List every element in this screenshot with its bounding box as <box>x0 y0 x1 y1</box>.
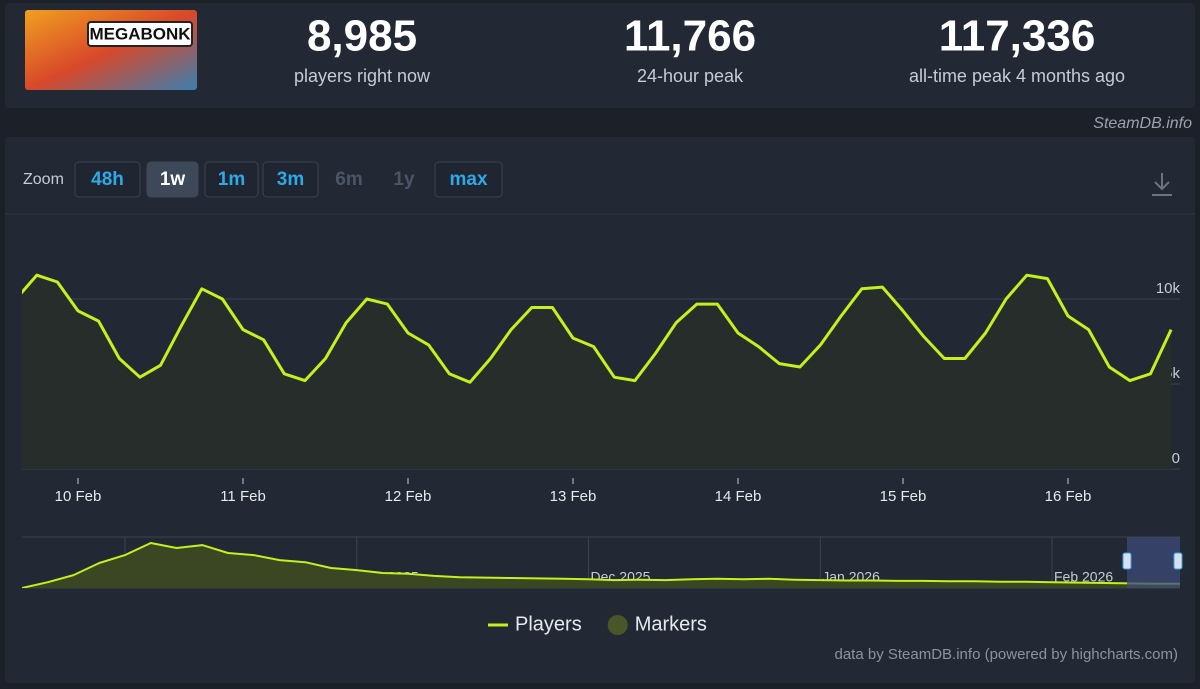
zoom-label: Zoom <box>23 171 64 188</box>
nav-selection[interactable] <box>1127 537 1180 588</box>
zoom-button-label[interactable]: max <box>449 169 487 190</box>
x-tick-label: 12 Feb <box>385 488 432 505</box>
zoom-button[interactable] <box>74 161 141 198</box>
x-tick-label: 13 Feb <box>550 488 597 505</box>
zoom-button[interactable] <box>434 161 503 198</box>
nav-handle[interactable] <box>1122 552 1132 570</box>
zoom-button-label[interactable]: 1m <box>218 169 245 190</box>
stat-value: 8,985 <box>307 12 417 61</box>
logo-text: MEGABONK <box>89 24 191 43</box>
y-tick-label: 10k <box>1156 280 1181 297</box>
area-fill <box>22 275 1172 469</box>
x-tick-label: 16 Feb <box>1045 488 1092 505</box>
stat-label: 24-hour peak <box>637 66 744 86</box>
nav-x-label: Feb 2026 <box>1054 569 1113 585</box>
credits: data by SteamDB.info (powered by highcha… <box>835 646 1179 663</box>
zoom-button-label[interactable]: 3m <box>277 169 304 190</box>
zoom-button-label[interactable]: 48h <box>91 169 124 190</box>
game-logo: MEGABONK <box>25 10 197 90</box>
x-tick-label: 14 Feb <box>715 488 762 505</box>
zoom-button[interactable] <box>262 161 319 198</box>
legend-label[interactable]: Markers <box>635 613 707 635</box>
logo-plate <box>87 21 193 47</box>
download-glyph[interactable] <box>1152 173 1172 196</box>
legend-symbol <box>607 615 628 635</box>
legend-label[interactable]: Players <box>515 613 582 635</box>
stats-panel <box>5 3 1195 108</box>
zoom-button[interactable] <box>146 161 199 198</box>
stat-value: 11,766 <box>624 12 756 61</box>
zoom-button-label[interactable]: 1w <box>160 169 186 190</box>
nav-handle[interactable] <box>1173 552 1183 570</box>
area-fill <box>22 543 1180 588</box>
zoom-button-label: 6m <box>335 169 362 190</box>
series-line <box>22 273 1173 384</box>
download-icon[interactable] <box>1152 173 1172 196</box>
stat-label: all-time peak 4 months ago <box>909 66 1125 86</box>
zoom-button[interactable] <box>204 161 259 198</box>
stat-label: players right now <box>294 66 431 86</box>
zoom-button-label: 1y <box>393 169 415 190</box>
stat-value: 117,336 <box>939 12 1096 61</box>
x-tick-label: 11 Feb <box>220 488 266 505</box>
source-link[interactable]: SteamDB.info <box>1093 115 1192 132</box>
x-tick-label: 10 Feb <box>55 488 102 505</box>
series-line <box>22 542 1180 588</box>
x-tick-label: 15 Feb <box>880 488 927 505</box>
y-tick-label: 0 <box>1172 450 1180 467</box>
